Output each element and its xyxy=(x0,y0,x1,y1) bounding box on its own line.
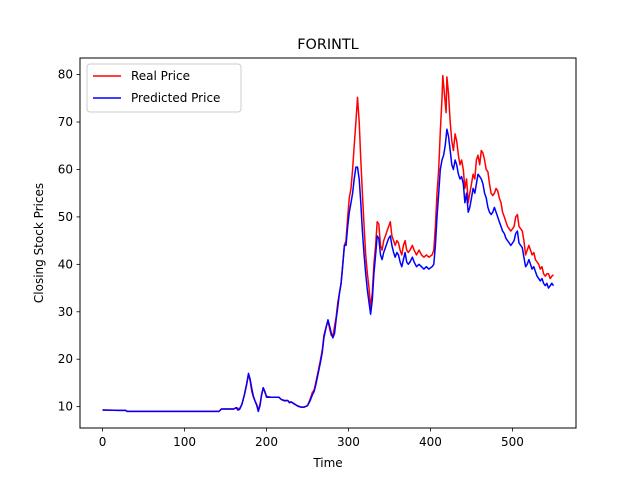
x-axis-label: Time xyxy=(312,456,342,470)
legend: Real Price Predicted Price xyxy=(86,63,242,113)
y-tick-label: 10 xyxy=(58,400,73,414)
x-axis: 0 100 200 300 400 500 xyxy=(99,428,524,449)
x-tick-label: 0 xyxy=(99,435,107,449)
y-tick-label: 80 xyxy=(58,68,73,82)
legend-box xyxy=(86,63,242,113)
x-tick-label: 300 xyxy=(337,435,360,449)
x-tick-label: 200 xyxy=(255,435,278,449)
y-tick-label: 30 xyxy=(58,305,73,319)
y-tick-label: 70 xyxy=(58,115,73,129)
chart-title: FORINTL xyxy=(297,37,358,53)
y-tick-label: 60 xyxy=(58,162,73,176)
y-axis: 10 20 30 40 50 60 70 80 xyxy=(58,68,80,414)
legend-label-predicted-price: Predicted Price xyxy=(131,91,220,105)
legend-label-real-price: Real Price xyxy=(131,69,190,83)
x-tick-label: 100 xyxy=(173,435,196,449)
x-tick-label: 500 xyxy=(501,435,524,449)
y-axis-label: Closing Stock Prices xyxy=(32,183,46,303)
plot-frame xyxy=(79,57,577,429)
series-line-predicted-price xyxy=(102,128,555,413)
y-tick-label: 20 xyxy=(58,352,73,366)
x-tick-label: 400 xyxy=(419,435,442,449)
y-tick-label: 50 xyxy=(58,210,73,224)
y-tick-label: 40 xyxy=(58,257,73,271)
series-layer xyxy=(102,74,555,413)
